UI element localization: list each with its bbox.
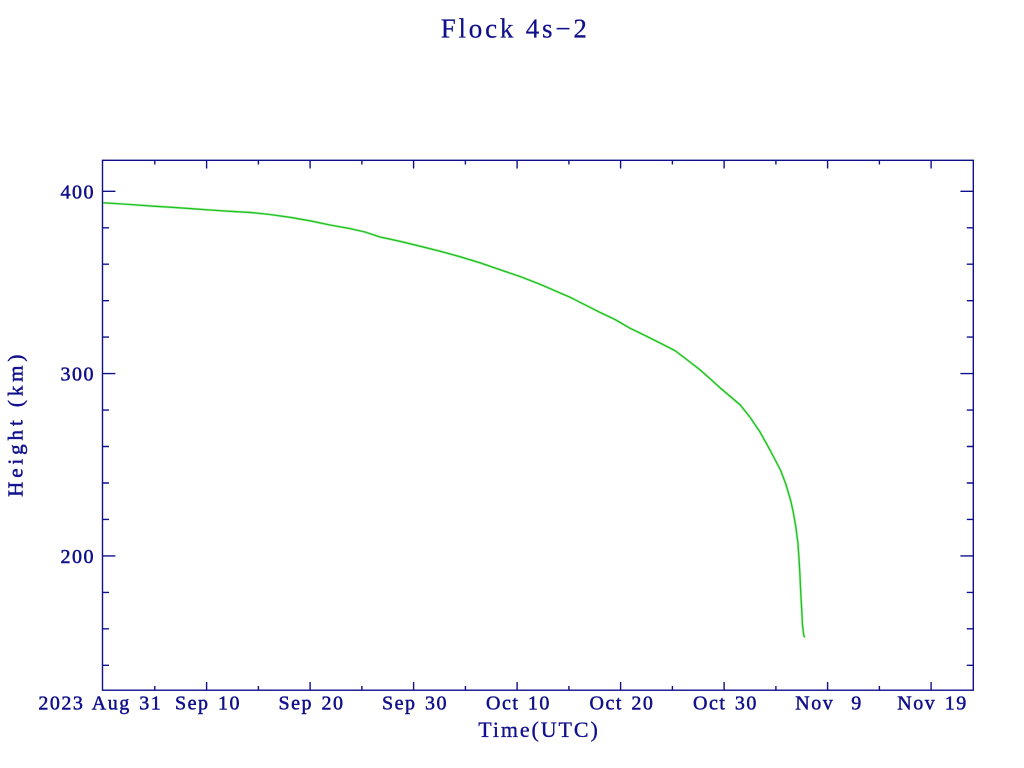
svg-text:Nov 9: Nov 9 — [795, 693, 862, 715]
svg-text:Flock 4s−2: Flock 4s−2 — [441, 14, 590, 44]
svg-text:2023 Aug 31: 2023 Aug 31 — [38, 693, 162, 715]
svg-text:Oct 20: Oct 20 — [590, 693, 655, 715]
svg-text:Sep 10: Sep 10 — [175, 693, 241, 715]
svg-text:Height (km): Height (km) — [4, 351, 28, 497]
svg-text:Sep 30: Sep 30 — [382, 693, 448, 715]
svg-text:400: 400 — [61, 181, 96, 203]
svg-text:200: 200 — [61, 546, 96, 568]
svg-text:300: 300 — [61, 364, 96, 386]
svg-text:Time(UTC): Time(UTC) — [478, 717, 599, 742]
svg-text:Oct 10: Oct 10 — [486, 693, 551, 715]
svg-text:Oct 30: Oct 30 — [693, 693, 758, 715]
svg-text:Nov 19: Nov 19 — [897, 693, 967, 715]
svg-text:Sep 20: Sep 20 — [279, 693, 345, 715]
